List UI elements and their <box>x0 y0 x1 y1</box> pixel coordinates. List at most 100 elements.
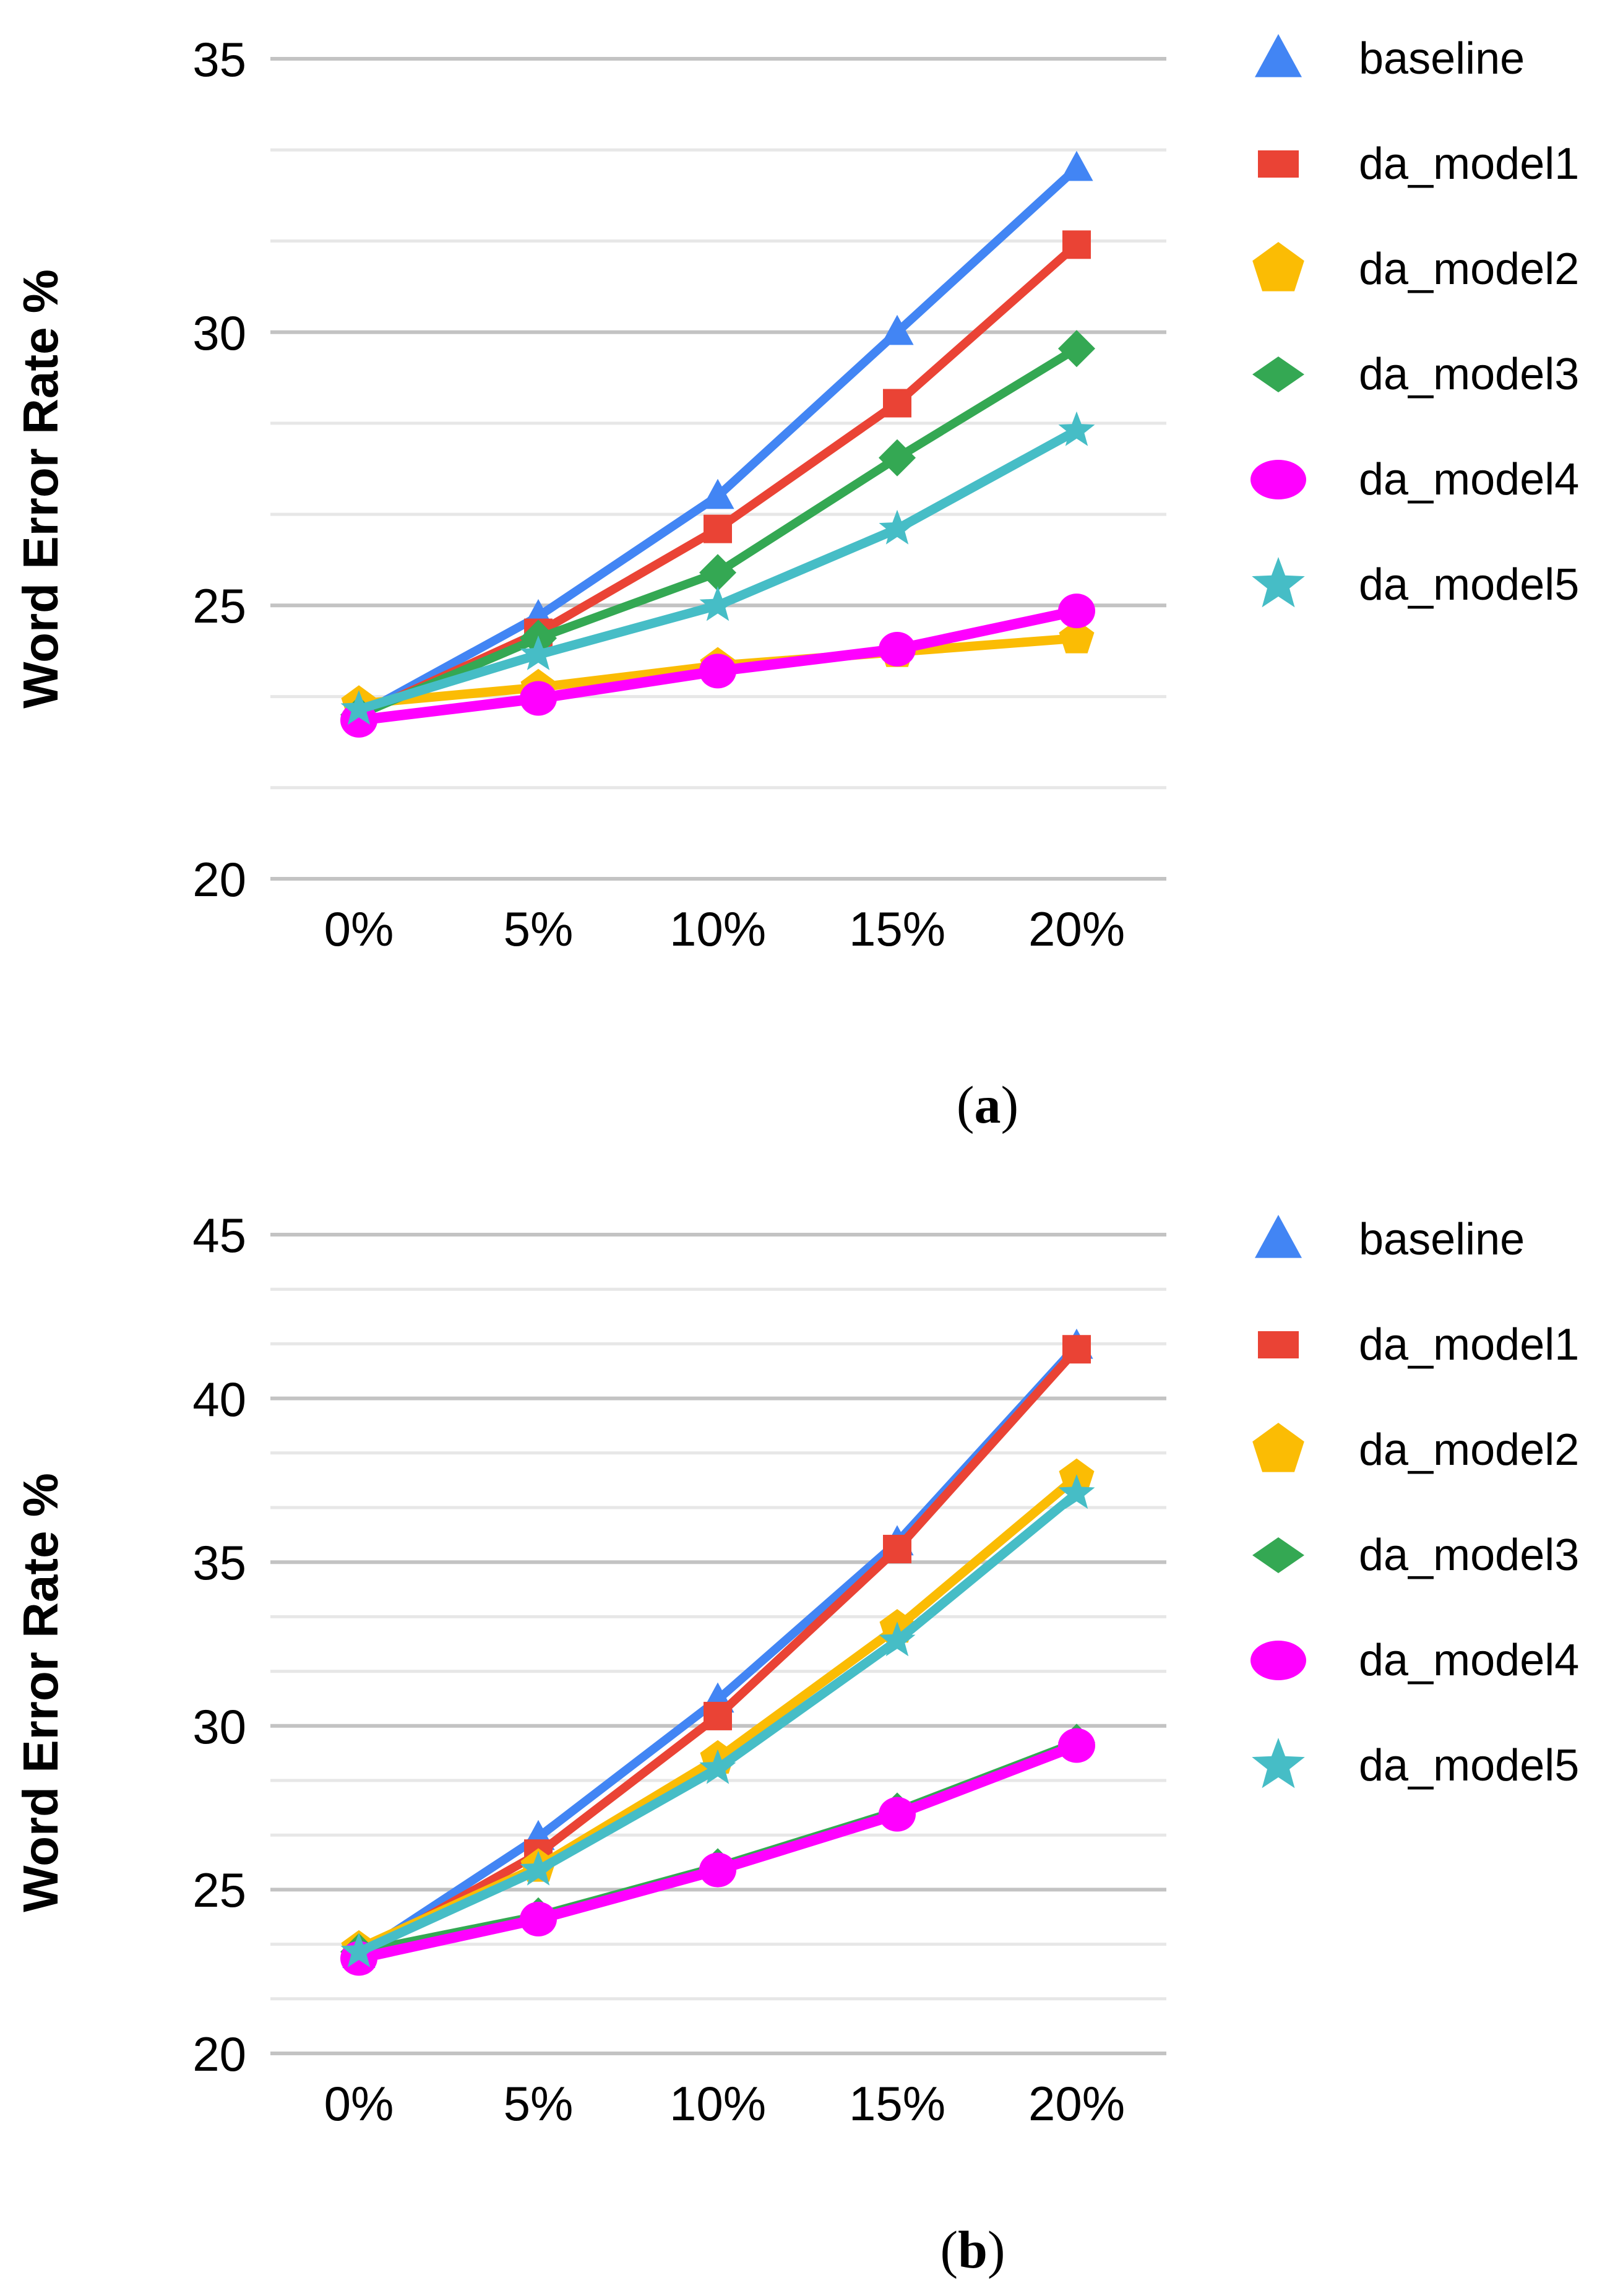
caption-a: (a) <box>957 1078 1018 1131</box>
legend-marker-triangle <box>1255 34 1302 77</box>
series-da_model3-diamond-icon <box>1058 330 1095 368</box>
series-da_model4-circle-icon <box>520 681 557 716</box>
triangle-icon <box>1255 34 1302 77</box>
caption-b: (b) <box>940 2223 1005 2276</box>
series-da_model5-star-icon <box>1058 411 1095 446</box>
circle-icon <box>1250 460 1306 499</box>
series-da_model1-square-icon <box>704 1701 732 1730</box>
square-icon <box>1258 1331 1299 1358</box>
legend-item-baseline: baseline <box>1238 18 1525 100</box>
series-da_model3-diamond-icon <box>879 439 916 477</box>
legend-item-da_model4: da_model4 <box>1238 1620 1579 1701</box>
legend-marker-circle <box>1250 460 1306 499</box>
series-da_model4-circle-icon <box>340 702 377 738</box>
diamond-icon <box>1252 1537 1304 1573</box>
series-da_model5-star-icon <box>879 509 916 545</box>
legend-label: da_model3 <box>1359 350 1580 399</box>
legend-marker-diamond <box>1252 356 1304 392</box>
y-tick-label: 25 <box>192 1863 246 1918</box>
y-tick-label: 25 <box>192 579 246 634</box>
y-tick-label: 35 <box>192 32 246 87</box>
series-da_model4-circle-icon <box>1058 593 1095 629</box>
series-da_model4-circle-icon <box>699 654 736 689</box>
legend-marker-square <box>1258 1331 1299 1358</box>
caption-b-close: ) <box>987 2220 1005 2279</box>
diamond-icon <box>1252 356 1304 392</box>
legend-item-da_model4: da_model4 <box>1238 439 1579 520</box>
circle-icon <box>1250 1641 1306 1680</box>
x-tick-label: 20% <box>1028 2076 1126 2131</box>
series-da_model5-star-icon <box>340 690 377 725</box>
triangle-icon <box>1255 1215 1302 1258</box>
series-da_model1-square-icon <box>883 1535 911 1564</box>
series-da_model5-star-icon <box>520 1850 557 1886</box>
caption-b-letter: b <box>958 2220 988 2279</box>
y-axis-title-a: Word Error Rate % <box>13 269 68 709</box>
legend-item-da_model3: da_model3 <box>1238 334 1579 415</box>
legend-label: da_model3 <box>1359 1530 1580 1580</box>
series-da_model5-star-icon <box>699 1749 736 1784</box>
legend-label: baseline <box>1359 1215 1525 1264</box>
legend-marker-pentagon <box>1252 242 1304 291</box>
x-tick-label: 0% <box>324 902 394 956</box>
x-tick-label: 15% <box>848 2076 946 2131</box>
series-baseline-triangle-icon <box>1060 150 1093 181</box>
x-tick-label: 5% <box>503 2076 574 2131</box>
legend-item-baseline: baseline <box>1238 1199 1525 1280</box>
series-da_model4-circle-icon <box>520 1902 557 1937</box>
legend-marker-circle <box>1250 1641 1306 1680</box>
y-axis-title-b: Word Error Rate % <box>13 1473 68 1912</box>
caption-a-close: ) <box>1001 1075 1019 1134</box>
legend-marker-triangle <box>1255 1215 1302 1258</box>
legend-item-da_model1: da_model1 <box>1238 123 1579 205</box>
series-da_model5-star-icon <box>699 586 736 621</box>
legend-marker-pentagon <box>1252 1423 1304 1472</box>
series-da_model1-square-icon <box>704 514 732 543</box>
series-da_model3-diamond-icon <box>699 554 736 592</box>
legend-label: da_model1 <box>1359 1320 1580 1370</box>
legend-item-da_model5: da_model5 <box>1238 544 1579 626</box>
legend-label: da_model5 <box>1359 1741 1580 1790</box>
legend-marker-square <box>1258 150 1299 178</box>
legend-item-da_model5: da_model5 <box>1238 1725 1579 1806</box>
series-da_model4-circle-icon <box>879 632 916 667</box>
series-da_model5-star-icon <box>879 1621 916 1657</box>
pentagon-icon <box>1252 1423 1304 1472</box>
y-tick-label: 45 <box>192 1208 246 1262</box>
series-da_model4-circle-icon <box>699 1852 736 1888</box>
legend-label: da_model4 <box>1359 1636 1580 1685</box>
legend-label: da_model1 <box>1359 139 1580 189</box>
legend-item-da_model2: da_model2 <box>1238 228 1579 310</box>
series-da_model1-square-icon <box>883 389 911 418</box>
y-tick-label: 35 <box>192 1535 246 1590</box>
x-tick-label: 15% <box>848 902 946 956</box>
square-icon <box>1258 150 1299 178</box>
y-tick-label: 40 <box>192 1371 246 1426</box>
series-da_model4-circle-icon <box>1058 1728 1095 1763</box>
legend-label: baseline <box>1359 34 1525 84</box>
legend-marker-star <box>1252 557 1305 608</box>
legend-label: da_model2 <box>1359 1425 1580 1475</box>
caption-a-letter: a <box>974 1075 1001 1134</box>
x-tick-label: 10% <box>669 902 767 956</box>
legend-marker-star <box>1252 1738 1305 1789</box>
series-da_model1-square-icon <box>1062 230 1091 259</box>
series-da_model5-star-icon <box>340 1932 377 1967</box>
series-da_model1-square-icon <box>1062 1335 1091 1364</box>
x-tick-label: 5% <box>503 902 574 956</box>
y-tick-label: 20 <box>192 2027 246 2081</box>
star-icon <box>1252 557 1305 608</box>
y-tick-label: 20 <box>192 852 246 907</box>
series-da_model5-star-icon <box>520 635 557 670</box>
legend-label: da_model2 <box>1359 244 1580 294</box>
y-tick-label: 30 <box>192 1699 246 1754</box>
series-baseline-triangle-icon <box>880 314 914 345</box>
star-icon <box>1252 1738 1305 1789</box>
series-baseline-triangle-icon <box>701 478 734 509</box>
x-tick-label: 20% <box>1028 902 1126 956</box>
x-tick-label: 10% <box>669 2076 767 2131</box>
y-tick-label: 30 <box>192 305 246 360</box>
legend-label: da_model4 <box>1359 455 1580 504</box>
